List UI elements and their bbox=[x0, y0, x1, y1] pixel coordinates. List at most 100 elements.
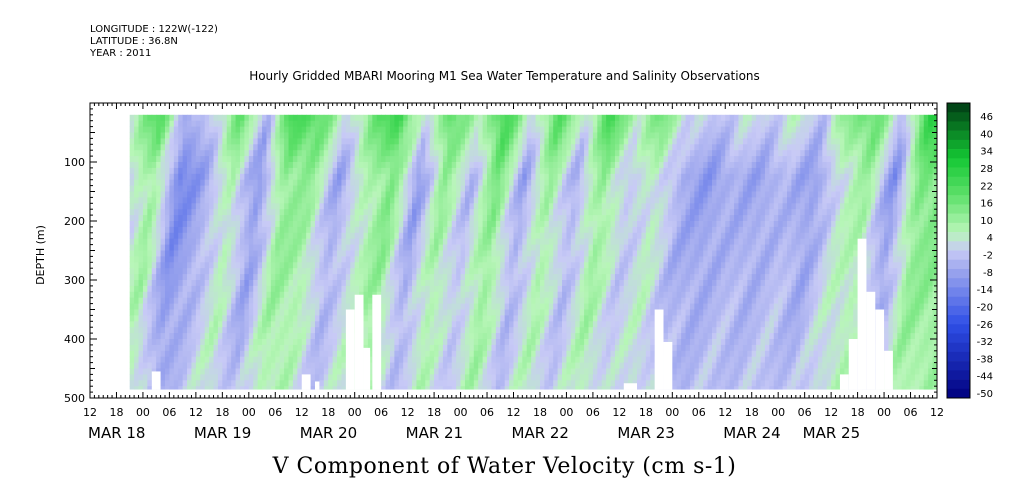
heatmap-cell bbox=[562, 280, 567, 287]
heatmap-cell bbox=[147, 250, 153, 257]
heatmap-cell bbox=[420, 114, 426, 122]
heatmap-cell bbox=[129, 285, 135, 293]
heatmap-cell bbox=[420, 291, 426, 299]
heatmap-cell bbox=[398, 368, 404, 375]
heatmap-cell bbox=[389, 144, 395, 151]
heatmap-cell bbox=[403, 156, 409, 163]
heatmap-cell bbox=[517, 350, 523, 358]
heatmap-cell bbox=[539, 173, 545, 181]
heatmap-cell bbox=[142, 185, 148, 192]
heatmap-cell bbox=[178, 285, 184, 293]
heatmap-cell bbox=[363, 144, 369, 151]
heatmap-cell bbox=[297, 268, 303, 275]
heatmap-cell bbox=[535, 291, 541, 299]
heatmap-cell bbox=[535, 138, 541, 145]
heatmap-cell bbox=[359, 256, 364, 263]
heatmap-cell bbox=[279, 344, 285, 352]
heatmap-cell bbox=[134, 344, 139, 352]
heatmap-cell bbox=[209, 162, 214, 169]
heatmap-cell bbox=[434, 356, 439, 363]
heatmap-cell bbox=[429, 356, 435, 363]
heatmap-cell bbox=[509, 191, 514, 198]
heatmap-cell bbox=[385, 226, 391, 234]
heatmap-cell bbox=[231, 344, 236, 352]
heatmap-cell bbox=[248, 173, 254, 181]
heatmap-cell bbox=[592, 309, 598, 316]
heatmap-cell bbox=[323, 126, 329, 133]
heatmap-cell bbox=[310, 268, 316, 275]
heatmap-cell bbox=[553, 386, 559, 390]
heatmap-cell bbox=[138, 350, 144, 358]
heatmap-cell bbox=[500, 138, 506, 145]
heatmap-cell bbox=[509, 309, 514, 316]
heatmap-cell bbox=[239, 291, 245, 299]
heatmap-cell bbox=[138, 356, 144, 363]
heatmap-cell bbox=[566, 297, 572, 304]
heatmap-cell bbox=[297, 321, 303, 328]
heatmap-cell bbox=[425, 280, 431, 287]
heatmap-cell bbox=[575, 238, 581, 245]
heatmap-cell bbox=[164, 309, 170, 316]
heatmap-cell bbox=[442, 333, 448, 340]
heatmap-cell bbox=[226, 144, 232, 151]
heatmap-cell bbox=[173, 162, 179, 169]
heatmap-cell bbox=[239, 156, 245, 163]
heatmap-cell bbox=[579, 209, 585, 216]
heatmap-cell bbox=[412, 350, 417, 358]
heatmap-cell bbox=[412, 291, 417, 299]
heatmap-cell bbox=[491, 380, 497, 387]
heatmap-cell bbox=[557, 327, 563, 334]
heatmap-cell bbox=[292, 238, 298, 245]
heatmap-cell bbox=[416, 179, 422, 186]
heatmap-cell bbox=[191, 144, 197, 151]
heatmap-cell bbox=[557, 167, 563, 175]
heatmap-cell bbox=[509, 132, 514, 139]
heatmap-cell bbox=[297, 197, 303, 204]
heatmap-cell bbox=[531, 144, 536, 151]
heatmap-cell bbox=[548, 303, 554, 310]
heatmap-cell bbox=[487, 156, 492, 163]
heatmap-cell bbox=[244, 356, 250, 363]
heatmap-cell bbox=[469, 285, 475, 293]
heatmap-cell bbox=[500, 362, 506, 369]
heatmap-cell bbox=[478, 333, 484, 340]
heatmap-cell bbox=[350, 120, 356, 127]
heatmap-cell bbox=[257, 191, 263, 198]
heatmap-cell bbox=[429, 138, 435, 145]
heatmap-cell bbox=[451, 114, 457, 122]
heatmap-cell bbox=[434, 380, 439, 387]
heatmap-cell bbox=[548, 350, 554, 358]
heatmap-cell bbox=[147, 132, 153, 139]
heatmap-cell bbox=[495, 333, 501, 340]
heatmap-cell bbox=[517, 297, 523, 304]
heatmap-cell bbox=[169, 215, 175, 222]
heatmap-cell bbox=[509, 114, 514, 122]
heatmap-cell bbox=[200, 173, 206, 181]
heatmap-cell bbox=[513, 309, 519, 316]
heatmap-cell bbox=[284, 120, 289, 127]
heatmap-cell bbox=[434, 162, 439, 169]
heatmap-cell bbox=[354, 162, 360, 169]
heatmap-cell bbox=[217, 132, 223, 139]
heatmap-cell bbox=[509, 333, 514, 340]
heatmap-cell bbox=[562, 256, 567, 263]
heatmap-cell bbox=[429, 238, 435, 245]
heatmap-cell bbox=[425, 191, 431, 198]
heatmap-cell bbox=[262, 356, 267, 363]
heatmap-cell bbox=[539, 291, 545, 299]
heatmap-cell bbox=[345, 126, 351, 133]
heatmap-cell bbox=[517, 167, 523, 175]
heatmap-cell bbox=[142, 120, 148, 127]
heatmap-cell bbox=[151, 309, 157, 316]
heatmap-cell bbox=[288, 179, 294, 186]
heatmap-cell bbox=[460, 356, 466, 363]
heatmap-cell bbox=[478, 362, 484, 369]
heatmap-cell bbox=[134, 333, 139, 340]
heatmap-cell bbox=[438, 167, 444, 175]
heatmap-cell bbox=[456, 256, 461, 263]
heatmap-cell bbox=[487, 344, 492, 352]
heatmap-cell bbox=[275, 303, 281, 310]
heatmap-cell bbox=[403, 120, 409, 127]
heatmap-cell bbox=[416, 356, 422, 363]
heatmap-cell bbox=[292, 327, 298, 334]
